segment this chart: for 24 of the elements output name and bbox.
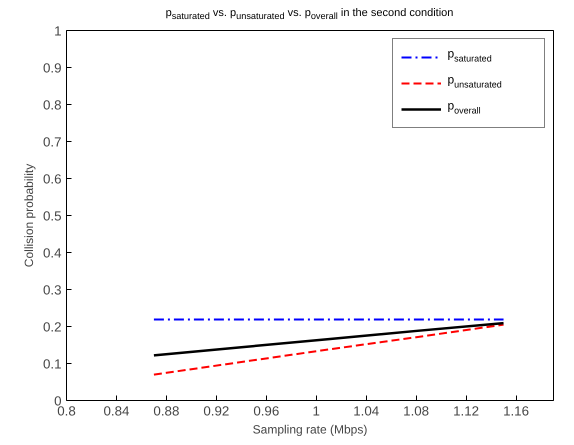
y-tick-label: 0.3: [42, 282, 62, 298]
y-axis-title: Collision probability: [22, 164, 36, 268]
x-tick-label: 1.08: [403, 404, 430, 418]
x-tick-label: 0.88: [153, 404, 180, 418]
x-axis-title: Sampling rate (Mbps): [252, 422, 368, 436]
x-tick-label: 0.92: [203, 404, 230, 418]
y-tick-label: 0.1: [42, 356, 62, 372]
chart-title: p$_{saturated}$ vs. p$_{unsaturated}$ vs. p$_{overall}$ in the second condition: [164, 6, 454, 24]
line-series: [152, 322, 505, 357]
x-tick-label: 1.04: [353, 404, 380, 418]
x-tick-label: 0.84: [103, 404, 130, 418]
line-series: [152, 324, 505, 376]
y-tick-label: 0.8: [42, 98, 62, 112]
y-tick-label: 0.6: [42, 172, 62, 186]
x-tick-label: 1.16: [503, 404, 530, 418]
x-tick-label: 1: [312, 404, 320, 418]
y-tick-label: 0.5: [42, 208, 62, 224]
y-tick-label: 0.7: [42, 134, 62, 150]
y-tick-label: 0.9: [42, 60, 62, 76]
x-tick-label: 0.96: [253, 404, 280, 418]
y-tick-label: 1: [54, 24, 62, 38]
x-tick-label: 1.12: [453, 404, 480, 418]
y-tick-label: 0.4: [42, 246, 62, 260]
y-tick-label: 0.2: [42, 320, 62, 334]
